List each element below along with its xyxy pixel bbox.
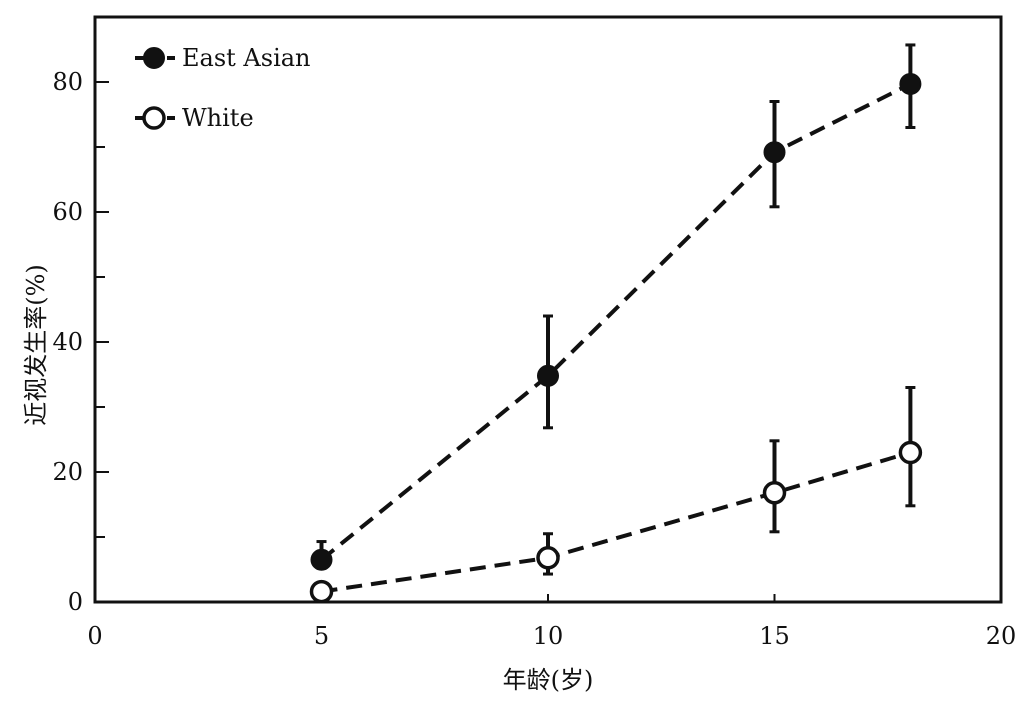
x-tick-label: 20 (986, 622, 1017, 650)
y-axis-ticks: 0 20 40 60 80 (52, 16, 109, 616)
series-line (321, 450, 911, 594)
y-tick-label: 80 (52, 68, 83, 96)
x-tick-label: 15 (759, 622, 790, 650)
series-east-asian (310, 43, 922, 571)
x-tick-label: 10 (533, 622, 564, 650)
legend-item: East Asian (135, 44, 311, 72)
data-point (536, 546, 560, 570)
data-point (899, 72, 922, 95)
data-point (762, 481, 787, 505)
series-line (320, 82, 912, 562)
data-point (898, 440, 923, 465)
x-tick-label: 5 (314, 622, 329, 650)
y-axis-label: 近视发生率(%) (22, 264, 50, 426)
legend-label: White (182, 104, 254, 132)
data-point (310, 548, 333, 571)
y-tick-label: 40 (52, 328, 83, 356)
legend-item: White (135, 104, 254, 132)
data-point (537, 364, 559, 387)
legend-marker (143, 47, 165, 69)
data-point (763, 141, 786, 164)
y-tick-label: 60 (52, 198, 83, 226)
series-white (309, 386, 923, 604)
x-axis-label: 年龄(岁) (503, 666, 594, 694)
legend-label: East Asian (182, 44, 311, 72)
x-tick-label: 0 (87, 622, 102, 650)
x-axis-ticks: 0 5 10 15 20 (87, 594, 1016, 650)
data-point (309, 579, 334, 604)
y-tick-label: 20 (52, 458, 83, 486)
y-tick-label: 0 (68, 588, 83, 616)
legend: East Asian White (135, 44, 311, 132)
legend-marker (142, 106, 166, 130)
series-layer (309, 43, 923, 604)
